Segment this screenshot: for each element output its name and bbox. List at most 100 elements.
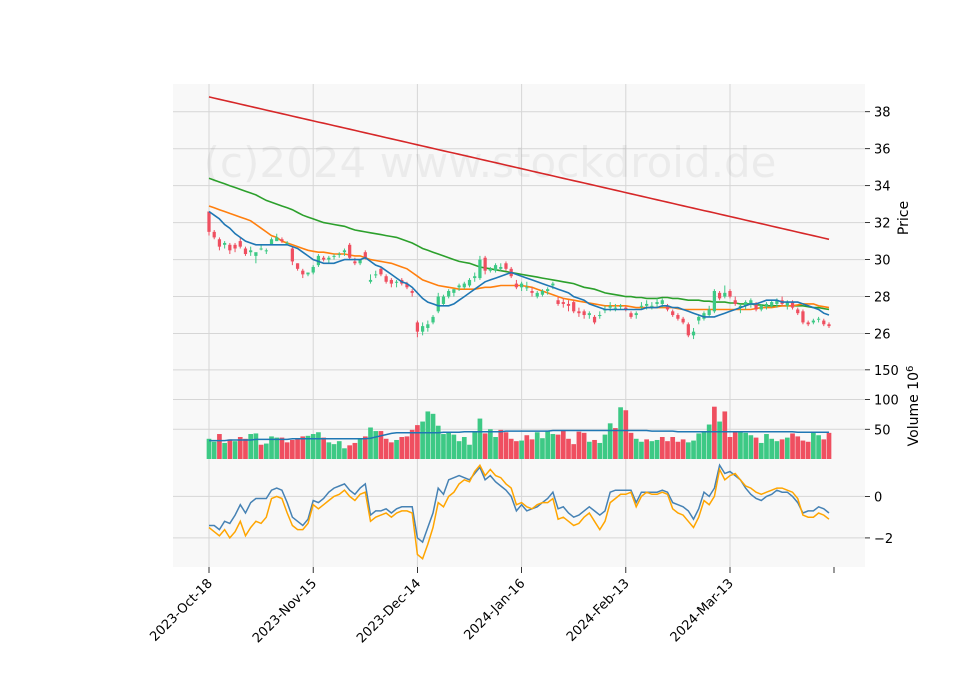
candle-body: [290, 248, 294, 262]
volume-bar: [357, 438, 363, 459]
volume-bar: [665, 441, 670, 459]
candle-body: [598, 315, 602, 317]
candle-body: [514, 283, 519, 288]
volume-bar: [602, 434, 608, 459]
candle-body: [572, 302, 576, 312]
volume-bar: [310, 434, 316, 459]
candle-body: [348, 244, 352, 258]
volume-bar: [623, 410, 629, 459]
volume-bar: [691, 440, 696, 459]
candle-body: [264, 250, 268, 252]
volume-bar: [550, 434, 556, 459]
candle-body: [733, 300, 737, 304]
candle-body: [457, 285, 461, 288]
volume-bar: [290, 439, 295, 459]
volume-bar: [430, 413, 436, 459]
volume-bar: [472, 432, 478, 459]
candle-body: [764, 303, 769, 306]
candle-body: [811, 320, 815, 323]
candle-body: [671, 311, 675, 316]
candle-body: [504, 263, 508, 269]
volume-bar: [753, 437, 759, 459]
candle-body: [519, 283, 524, 288]
volume-bar: [524, 435, 530, 459]
volume-bar: [352, 442, 358, 459]
volume-bar: [305, 435, 311, 459]
candle-body: [316, 255, 321, 266]
x-tick-label: 2024-Mar-13: [668, 576, 737, 645]
volume-bar: [529, 439, 535, 459]
volume-bar: [222, 442, 227, 459]
volume-bar: [451, 434, 457, 459]
volume-ytick-label: 100: [874, 394, 899, 409]
volume-bar: [790, 433, 795, 459]
volume-bar: [237, 437, 243, 459]
candle-body: [634, 313, 638, 316]
volume-bar: [368, 427, 373, 459]
volume-bar: [336, 441, 342, 459]
volume-bar: [581, 432, 587, 459]
x-tick-label: 2024-Feb-13: [564, 576, 633, 645]
candle-body: [707, 309, 711, 316]
candle-body: [410, 291, 414, 293]
volume-bar: [514, 441, 519, 459]
volume-bar: [758, 442, 764, 459]
volume-bar: [571, 444, 577, 459]
price-panel-bg: [173, 84, 865, 352]
candle-body: [738, 305, 743, 308]
price-ytick-label: 32: [874, 217, 891, 232]
volume-bar: [811, 432, 816, 459]
candle-body: [269, 239, 274, 245]
candle-body: [301, 270, 305, 275]
candle-body: [827, 324, 831, 327]
volume-bar: [456, 441, 462, 459]
candle-body: [660, 300, 664, 304]
volume-bar: [263, 443, 269, 459]
ma-long-line: [208, 177, 830, 311]
volume-bar: [659, 437, 665, 459]
volume-bar: [347, 445, 353, 459]
volume-bar: [769, 438, 775, 459]
candle-body: [775, 300, 779, 304]
volume-bar: [243, 438, 248, 459]
volume-bar: [545, 430, 550, 459]
candle-body: [436, 296, 440, 312]
volume-bar: [383, 438, 389, 459]
candle-body: [530, 291, 534, 293]
candle-body: [712, 291, 716, 312]
volume-bar: [295, 438, 300, 459]
ma-200-line: [208, 96, 830, 241]
candle-body: [415, 322, 420, 332]
candle-body: [587, 313, 591, 316]
volume-bar: [639, 441, 644, 459]
candle-body: [243, 248, 248, 255]
price-ytick-label: 34: [874, 180, 891, 195]
candle-body: [212, 231, 216, 238]
volume-bar: [795, 436, 801, 459]
oscillator-ytick-label: −2: [874, 532, 893, 547]
candle-body: [770, 302, 774, 306]
volume-bar: [722, 411, 728, 459]
volume-bar: [300, 436, 306, 459]
candle-body: [608, 305, 612, 308]
volume-bar: [467, 444, 472, 459]
candle-body: [384, 276, 388, 282]
volume-axis-label: Volume 106: [905, 366, 923, 447]
candle-body: [488, 268, 492, 271]
volume-bar: [555, 434, 561, 459]
candle-body: [285, 242, 289, 244]
volume-bar: [211, 441, 217, 459]
candle-body: [582, 311, 586, 316]
volume-bar: [378, 431, 384, 459]
candle-body: [327, 257, 331, 260]
volume-bar: [732, 432, 738, 459]
volume-bar: [279, 437, 285, 459]
volume-bar: [826, 432, 832, 459]
volume-bar: [597, 442, 603, 459]
candle-body: [613, 307, 618, 309]
candle-body: [639, 305, 644, 307]
ma-mid-line: [208, 205, 830, 311]
volume-bar: [576, 431, 582, 459]
volume-bar: [217, 434, 222, 459]
